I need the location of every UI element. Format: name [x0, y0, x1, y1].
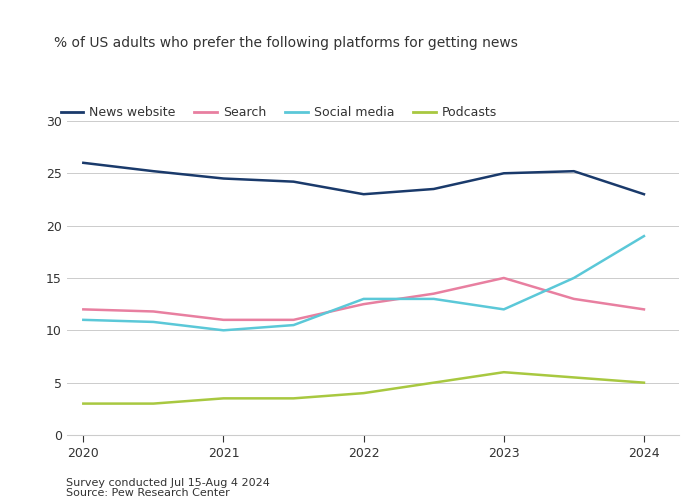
Text: Survey conducted Jul 15-Aug 4 2024: Survey conducted Jul 15-Aug 4 2024 [66, 478, 270, 488]
Text: % of US adults who prefer the following platforms for getting news: % of US adults who prefer the following … [55, 36, 518, 50]
Text: Source: Pew Research Center: Source: Pew Research Center [66, 488, 230, 498]
Legend: News website, Search, Social media, Podcasts: News website, Search, Social media, Podc… [60, 106, 497, 119]
